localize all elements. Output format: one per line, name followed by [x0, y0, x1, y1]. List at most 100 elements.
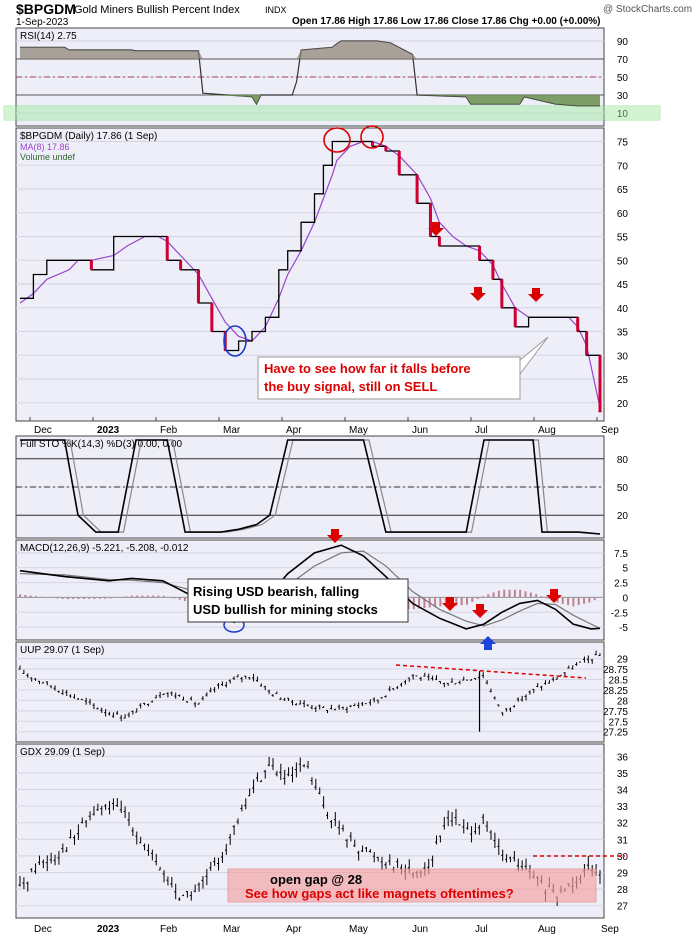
- price-y-tick: 30: [617, 351, 629, 362]
- gdx-y-tick: 35: [617, 769, 629, 780]
- price-y-tick: 65: [617, 185, 629, 196]
- rsi-y-tick: 10: [617, 109, 629, 120]
- gdx-y-tick: 34: [617, 786, 629, 797]
- gdx-x-tick-label: Jun: [412, 924, 428, 935]
- macd-buy-arrow-icon: [480, 636, 496, 650]
- uup-y-tick: 28.5: [609, 675, 629, 686]
- uup-y-tick: 27.75: [603, 707, 628, 718]
- uup-panel-bg: [15, 641, 605, 743]
- exchange-label: INDX: [265, 5, 287, 15]
- price-y-tick: 55: [617, 233, 629, 244]
- rsi-y-tick: 70: [617, 55, 629, 66]
- gdx-x-tick-label: Aug: [538, 924, 556, 935]
- uup-y-tick: 29: [617, 655, 629, 666]
- x-tick-label: Feb: [160, 425, 178, 436]
- rsi-y-tick: 50: [617, 73, 629, 84]
- ma-legend: MA(8) 17.86: [20, 142, 70, 152]
- rsi-oversold-fill: [20, 95, 600, 106]
- macd-y-tick: 0: [622, 593, 628, 604]
- macd-sell-arrow-icon: [327, 529, 343, 543]
- macd-y-tick: 2.5: [614, 579, 628, 590]
- watermark: @ StockCharts.com: [603, 4, 692, 15]
- macd-y-tick: 5: [622, 564, 628, 575]
- price-y-tick: 40: [617, 304, 629, 315]
- price-y-tick: 60: [617, 209, 629, 220]
- gdx-y-tick: 30: [617, 852, 629, 863]
- price-y-tick: 75: [617, 138, 629, 149]
- gdx-x-tick-label: Sep: [601, 924, 619, 935]
- top-circle-2: [360, 125, 384, 149]
- gdx-x-tick-label: Feb: [160, 924, 178, 935]
- sell-arrow-icon: [528, 288, 544, 302]
- gdx-panel-title: GDX 29.09 (1 Sep): [20, 747, 105, 758]
- symbol-label: $BPGDM: [16, 1, 76, 17]
- price-step-line: [20, 140, 601, 413]
- gdx-y-tick: 32: [617, 819, 629, 830]
- price-panel-title: $BPGDM (Daily) 17.86 (1 Sep): [20, 131, 157, 142]
- top-circle-1: [323, 127, 351, 153]
- x-tick-label: Sep: [601, 425, 619, 436]
- macd-sell-arrow-icon: [442, 597, 458, 611]
- macd-note-line: Rising USD bearish, falling: [193, 584, 359, 599]
- rsi-y-tick: 30: [617, 91, 629, 102]
- macd-panel-title: MACD(12,26,9) -5.221, -5.208, -0.012: [20, 543, 189, 554]
- sell-arrow-icon: [428, 222, 444, 236]
- gdx-x-tick-label: Jul: [475, 924, 488, 935]
- stochastic-panel-title: Full STO %K(14,3) %D(3) 0.00, 0.00: [20, 439, 183, 450]
- date-label: 1-Sep-2023: [16, 17, 69, 28]
- price-y-tick: 20: [617, 399, 629, 410]
- x-tick-label: Dec: [34, 425, 52, 436]
- gdx-magnet-label: See how gaps act like magnets oftentimes…: [245, 886, 514, 901]
- ma8-line: [19, 140, 601, 408]
- gdx-gap-zone: [227, 868, 597, 903]
- price-y-tick: 45: [617, 280, 629, 291]
- macd-line: [19, 544, 601, 630]
- ohlc-readout: Open 17.86 High 17.86 Low 17.86 Close 17…: [292, 16, 600, 27]
- price-y-tick: 35: [617, 328, 629, 339]
- macd-y-tick: 7.5: [614, 549, 628, 560]
- uup-y-tick: 28.25: [603, 686, 628, 697]
- annotation-box: [257, 336, 549, 400]
- macd-y-tick: -2.5: [611, 608, 629, 619]
- rsi-panel-title: RSI(14) 2.75: [20, 31, 77, 42]
- uup-trendline: [395, 664, 587, 679]
- gdx-x-tick-label: Dec: [34, 924, 52, 935]
- stochastic-y-tick: 80: [617, 455, 629, 466]
- sell-arrow-icon: [470, 287, 486, 301]
- uup-panel-title: UUP 29.07 (1 Sep): [20, 645, 104, 656]
- x-tick-label: Aug: [538, 425, 556, 436]
- macd-note-box: [187, 578, 409, 623]
- bottom-circle: [223, 325, 247, 357]
- gdx-y-tick: 29: [617, 869, 629, 880]
- rsi-overbought-fill: [20, 41, 600, 59]
- macd-y-tick: -5: [619, 623, 628, 634]
- rsi-y-tick: 90: [617, 37, 629, 48]
- price-y-tick: 70: [617, 161, 629, 172]
- index-name: Gold Miners Bullish Percent Index: [74, 4, 240, 16]
- gdx-x-tick-label: Mar: [223, 924, 241, 935]
- x-tick-label: 2023: [97, 425, 120, 436]
- gdx-gap-label: open gap @ 28: [270, 872, 362, 887]
- gdx-y-tick: 33: [617, 802, 629, 813]
- x-tick-label: Jul: [475, 425, 488, 436]
- x-tick-label: Mar: [223, 425, 241, 436]
- gdx-y-tick: 31: [617, 835, 629, 846]
- x-tick-label: Jun: [412, 425, 428, 436]
- stochastic-y-tick: 20: [617, 511, 629, 522]
- rsi-oversold-band: [3, 105, 661, 121]
- stochastic-y-tick: 50: [617, 483, 629, 494]
- annotation-line: Have to see how far it falls before: [264, 361, 471, 376]
- price-y-tick: 50: [617, 256, 629, 267]
- gdx-y-tick: 27: [617, 902, 629, 913]
- volume-legend: Volume undef: [20, 152, 76, 162]
- price-y-tick: 25: [617, 375, 629, 386]
- gdx-x-tick-label: 2023: [97, 924, 120, 935]
- macd-annotation: Rising USD bearish, falling USD bullish f…: [187, 578, 409, 623]
- annotation-line: the buy signal, still on SELL: [264, 379, 437, 394]
- gdx-x-tick-label: May: [349, 924, 368, 935]
- uup-y-tick: 28: [617, 696, 629, 707]
- macd-sell-arrow-icon: [472, 604, 488, 618]
